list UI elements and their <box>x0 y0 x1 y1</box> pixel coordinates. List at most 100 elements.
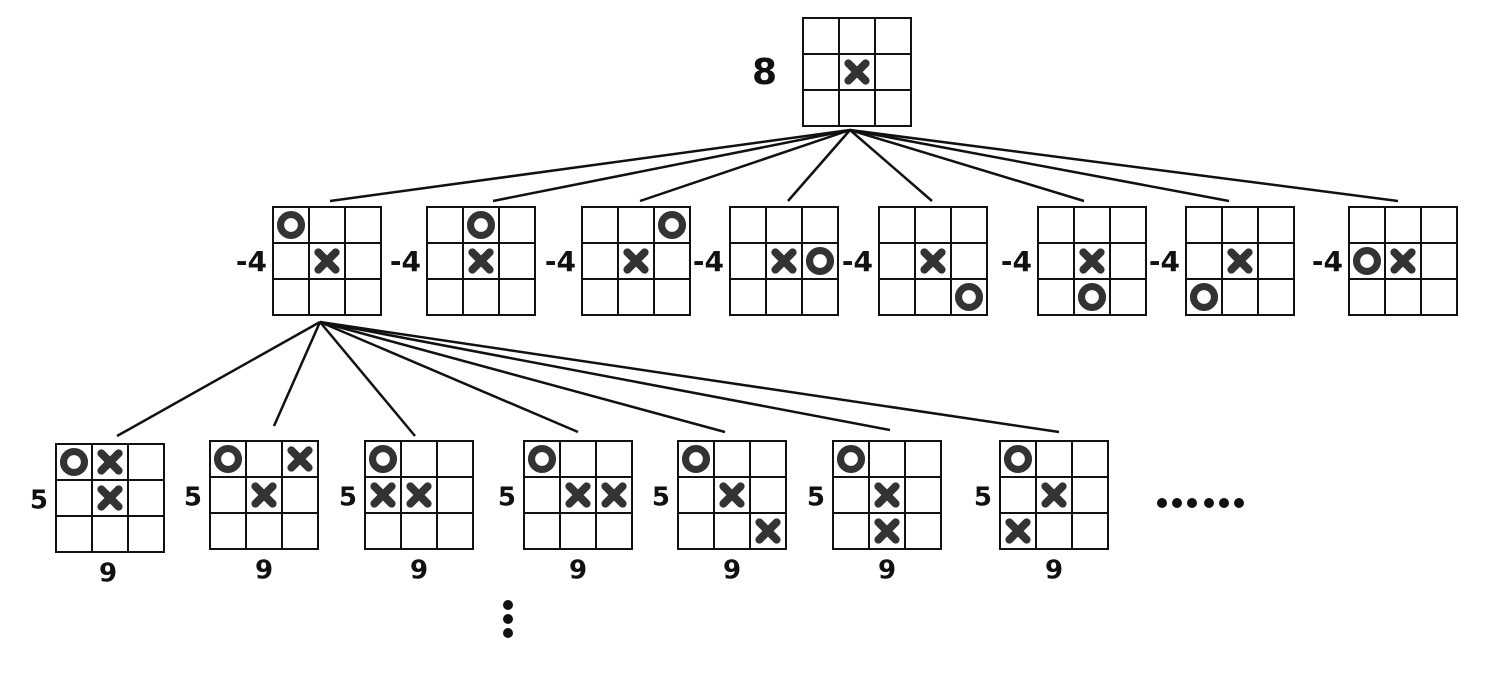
level2-board <box>364 440 474 550</box>
tree-edge <box>272 321 322 427</box>
tree-boards <box>55 17 1458 553</box>
o-mark-icon <box>1077 282 1107 312</box>
ellipsis-dot <box>1157 498 1167 508</box>
o-mark-icon <box>466 210 496 240</box>
level2-board <box>832 440 942 550</box>
level1-board <box>729 206 839 316</box>
x-mark-icon <box>314 248 340 274</box>
board-frame <box>272 206 382 316</box>
tree-edge <box>319 320 726 434</box>
tree-edge <box>787 129 851 202</box>
level1-score: -4 <box>1312 245 1343 278</box>
o-mark-icon <box>368 444 398 474</box>
tree-edge <box>329 128 851 203</box>
level1-score: -4 <box>390 245 421 278</box>
x-mark-icon <box>468 248 494 274</box>
x-mark-icon <box>771 248 797 274</box>
ellipsis-text: ······ <box>1200 502 1203 504</box>
board-frame <box>999 440 1109 550</box>
level2-board <box>999 440 1109 550</box>
level2-board <box>209 440 319 550</box>
tree-edge <box>319 320 891 432</box>
x-mark-icon <box>406 482 432 508</box>
tree-edge <box>639 128 851 203</box>
x-mark-icon <box>565 482 591 508</box>
o-mark-icon <box>836 444 866 474</box>
level1-board <box>581 206 691 316</box>
board-frame <box>55 443 165 553</box>
root-score: 8 <box>752 52 777 93</box>
tree-edge <box>849 128 1399 203</box>
tree-edge <box>319 321 416 437</box>
ellipsis-dot <box>1187 498 1197 508</box>
level1-board <box>878 206 988 316</box>
board-frame <box>1348 206 1458 316</box>
x-mark-icon <box>601 482 627 508</box>
o-mark-icon <box>657 210 687 240</box>
ellipsis-dot <box>1204 498 1214 508</box>
x-mark-icon <box>370 482 396 508</box>
board-frame <box>209 440 319 550</box>
ellipsis-dot <box>1172 498 1182 508</box>
x-mark-icon <box>1005 518 1031 544</box>
level2-below-score: 9 <box>99 559 117 589</box>
o-mark-icon <box>59 447 89 477</box>
level2-left-score: 5 <box>184 483 202 513</box>
level1-board <box>272 206 382 316</box>
tree-edge <box>319 320 1060 434</box>
ellipsis-dot <box>503 600 513 610</box>
board-frame <box>729 206 839 316</box>
x-mark-icon <box>844 59 870 85</box>
level2-below-score: 9 <box>878 556 896 586</box>
x-mark-icon <box>97 449 123 475</box>
tree-edge <box>116 320 321 438</box>
x-mark-icon <box>1041 482 1067 508</box>
board-frame <box>878 206 988 316</box>
x-mark-icon <box>287 446 313 472</box>
x-mark-icon <box>623 248 649 274</box>
o-mark-icon <box>1189 282 1219 312</box>
x-mark-icon <box>920 248 946 274</box>
level1-score: -4 <box>545 245 576 278</box>
ellipsis-dot <box>503 614 513 624</box>
level1-score: -4 <box>236 245 267 278</box>
board-frame <box>426 206 536 316</box>
x-mark-icon <box>1079 248 1105 274</box>
level2-left-score: 5 <box>652 483 670 513</box>
level1-board <box>426 206 536 316</box>
level1-score: -4 <box>693 245 724 278</box>
level2-left-score: 5 <box>339 483 357 513</box>
x-mark-icon <box>97 485 123 511</box>
level2-below-score: 9 <box>1045 556 1063 586</box>
tree-edge <box>319 320 579 434</box>
board-frame <box>581 206 691 316</box>
x-mark-icon <box>1227 248 1253 274</box>
o-mark-icon <box>527 444 557 474</box>
tree-edge <box>849 129 933 202</box>
level1-board <box>1348 206 1458 316</box>
tree-scores: 8 -4 -4 -4 -4 -4 -4 -4 -4 5 9 5 9 5 9 5 9 5 9 5 9 5 9 <box>30 52 1343 589</box>
o-mark-icon <box>681 444 711 474</box>
tree-edge <box>849 128 1230 203</box>
level2-left-score: 5 <box>30 486 48 516</box>
tree-edges <box>116 128 1399 438</box>
level2-left-score: 5 <box>807 483 825 513</box>
level2-left-score: 5 <box>974 483 992 513</box>
level1-score: -4 <box>1001 245 1032 278</box>
level2-board <box>55 443 165 553</box>
board-frame <box>802 17 912 127</box>
continuation-marks: ······ <box>503 498 1244 638</box>
level2-left-score: 5 <box>498 483 516 513</box>
level1-board <box>1037 206 1147 316</box>
o-mark-icon <box>213 444 243 474</box>
board-frame <box>523 440 633 550</box>
x-mark-icon <box>251 482 277 508</box>
more-siblings-ellipsis: ······ <box>1157 498 1244 508</box>
tree-edge <box>492 128 851 203</box>
level2-below-score: 9 <box>569 556 587 586</box>
level2-below-score: 9 <box>255 556 273 586</box>
x-mark-icon <box>1390 248 1416 274</box>
board-frame <box>677 440 787 550</box>
level2-below-score: 9 <box>410 556 428 586</box>
